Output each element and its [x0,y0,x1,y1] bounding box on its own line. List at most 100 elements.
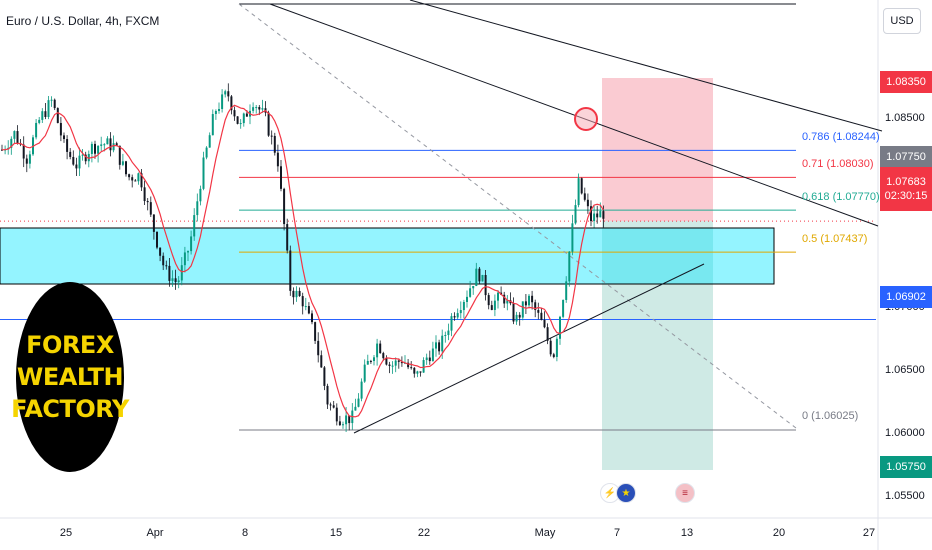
candle-body [41,111,44,120]
candle-body [22,144,25,159]
currency-button[interactable]: USD [883,8,921,34]
stop-price-badge: 1.08350 [880,71,932,93]
candle-body [314,322,317,341]
time-tick: 25 [59,527,73,539]
candle-body [227,91,230,97]
candle-body [419,371,422,373]
candle-body [431,348,434,362]
price-tick: 1.08500 [885,112,925,125]
candle-body [75,164,78,169]
candle-body [580,178,583,194]
fib-label: 0.786 (1.08244) [802,131,880,144]
candle-body [202,157,205,189]
candle-body [373,357,375,362]
candle-body [528,295,530,306]
candle-body [87,153,90,162]
logo-line-2: WEALTH [16,363,124,391]
time-tick: 20 [772,527,786,539]
candle-body [345,415,348,425]
candle-body [112,143,115,151]
candle-body [270,135,273,137]
candle-body [187,251,189,253]
candle-body [121,161,124,165]
current-price: 1.07683 [886,176,926,188]
candle-body [354,406,357,411]
fib-label: 0 (1.06025) [802,410,859,422]
candle-body [134,180,137,182]
candle-body [38,119,41,123]
candle-body [276,152,279,167]
candle-body [593,213,596,222]
candle-body [109,138,112,151]
time-tick: 27 [862,527,876,539]
forex-wealth-factory-logo: FOREX WEALTH FACTORY [11,282,129,472]
candle-body [224,91,227,95]
fib-label: 0.5 (1.07437) [802,233,868,246]
candle-body [503,294,506,304]
trendline-channel [409,0,883,132]
eu-flag-icon[interactable]: ★ [616,483,636,503]
candle-body [59,122,62,136]
candle-body [453,316,456,318]
candle-body [438,342,441,352]
candle-body [103,144,106,146]
time-tick: May [534,527,556,539]
candle-body [425,357,428,361]
candle-body [577,178,580,206]
time-tick: 22 [417,527,431,539]
candle-body [255,107,258,109]
candle-body [286,224,289,251]
candle-body [475,268,478,287]
candle-body [568,251,571,282]
candle-body [326,385,329,405]
candle-body [10,138,13,148]
candle-body [413,367,416,374]
candle-body [537,310,540,313]
candle-body [245,113,248,117]
overlays [574,107,598,131]
candle-body [63,135,65,140]
candle-body [81,154,84,156]
candle-body [50,99,53,101]
drawing-lines [0,0,883,434]
candle-body [190,236,193,252]
candle-body [518,314,521,318]
candle-body [115,143,118,146]
candle-body [47,100,50,117]
stop-loss-box [602,78,713,222]
candle-body [596,213,599,218]
candle-body [149,202,152,215]
candle-body [72,156,75,165]
take-profit-box [602,221,713,470]
candle-body [236,116,239,124]
candle-body [602,211,605,219]
candle-body [562,299,565,317]
candle-body [342,424,344,426]
fib-label: 0.618 (1.07770) [802,191,880,204]
time-tick: 13 [680,527,694,539]
candle-body [44,111,47,117]
candle-body [258,107,261,110]
candle-body [466,296,468,302]
candle-body [388,364,391,366]
candle-body [416,371,419,374]
candle-body [199,188,202,202]
candle-body [422,360,425,373]
candle-body [391,365,394,367]
fib-label: 0.71 (1.08030) [802,158,874,171]
candle-body [366,360,369,365]
candle-body [512,303,515,322]
price-tick: 1.06000 [885,427,925,440]
candle-body [559,316,561,339]
candle-body [338,421,341,426]
candle-body [506,300,509,304]
candle-body [233,110,236,117]
candle-body [128,174,131,178]
candle-body [478,268,481,282]
us-flag-icon[interactable]: ≡ [675,483,695,503]
candle-body [261,108,264,110]
candle-body [410,367,413,369]
candle-body [211,114,214,136]
